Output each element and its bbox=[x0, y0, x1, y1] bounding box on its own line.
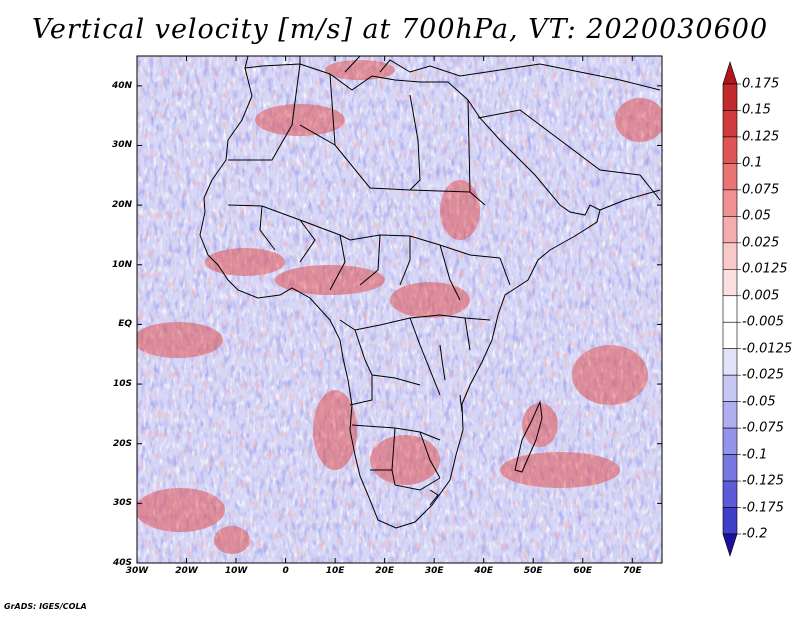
colorbar-swatch bbox=[722, 374, 738, 402]
map-title: Vertical velocity [m/s] at 700hPa, VT: 2… bbox=[31, 14, 769, 45]
colorbar-label: 0.175 bbox=[742, 76, 780, 92]
lon-label: 60E bbox=[573, 566, 593, 576]
grads-credit: GrADS: IGES/COLA bbox=[4, 602, 87, 611]
colorbar-swatch bbox=[722, 189, 738, 217]
lon-label: 10E bbox=[325, 566, 345, 576]
arabia-outline bbox=[477, 109, 661, 211]
updraft-texture bbox=[137, 56, 662, 563]
lat-label: 40N bbox=[111, 80, 132, 91]
lat-label: 10N bbox=[111, 259, 132, 270]
colorbar-label: -0.2 bbox=[742, 526, 768, 542]
colorbar-label: 0.15 bbox=[742, 102, 771, 118]
madagascar-outline bbox=[514, 400, 543, 473]
country-boundaries bbox=[199, 56, 661, 529]
colorbar-swatch bbox=[722, 401, 738, 429]
lon-label: 30W bbox=[125, 566, 149, 576]
colorbar-label: -0.025 bbox=[742, 367, 784, 383]
colorbar-swatch bbox=[722, 321, 738, 350]
colorbar-swatch bbox=[722, 136, 738, 164]
colorbar-label: -0.1 bbox=[742, 447, 768, 463]
lat-label: 10S bbox=[112, 379, 132, 390]
colorbar-swatch bbox=[722, 242, 738, 270]
axis-ticks bbox=[136, 56, 662, 564]
colorbar-label: 0.125 bbox=[742, 129, 780, 145]
lon-label: 0 bbox=[282, 566, 289, 576]
colorbar-swatch bbox=[722, 163, 738, 191]
colorbar-swatch bbox=[722, 295, 738, 323]
vertical-velocity-field bbox=[137, 56, 662, 563]
colorbar-label: 0.05 bbox=[742, 208, 771, 224]
europe-outline bbox=[244, 56, 661, 91]
colorbar-swatch bbox=[722, 427, 738, 455]
colorbar-swatch bbox=[722, 216, 738, 244]
colorbar-label: -0.0125 bbox=[742, 341, 793, 357]
borders-sahel bbox=[227, 204, 511, 301]
lat-label: 30S bbox=[112, 498, 132, 509]
colorbar-swatch bbox=[722, 480, 738, 508]
lon-label: 70E bbox=[622, 566, 642, 576]
colorbar-label: 0.005 bbox=[742, 288, 780, 304]
map-frame bbox=[136, 55, 663, 564]
lat-label: 20N bbox=[111, 200, 132, 211]
lon-label: 40E bbox=[474, 566, 494, 576]
lat-label: EQ bbox=[118, 319, 132, 330]
colorbar-swatch bbox=[722, 454, 738, 482]
colorbar-label: 0.075 bbox=[742, 182, 780, 198]
lon-label: 10W bbox=[224, 566, 248, 576]
colorbar-label: 0.1 bbox=[742, 155, 763, 171]
colorbar-swatch bbox=[722, 268, 738, 297]
colorbar-swatch bbox=[722, 110, 738, 138]
colorbar-label: -0.125 bbox=[742, 473, 784, 489]
lat-label: 20S bbox=[112, 438, 132, 449]
colorbar-swatch bbox=[722, 507, 738, 535]
colorbar-min-arrow bbox=[722, 533, 738, 557]
lon-label: 50E bbox=[523, 566, 543, 576]
borders-south bbox=[351, 424, 441, 506]
colorbar-label: -0.05 bbox=[742, 394, 776, 410]
colorbar-max-arrow bbox=[722, 61, 738, 85]
colorbar-swatch bbox=[722, 348, 738, 376]
colorbar-label: -0.005 bbox=[742, 314, 784, 330]
colorbar-label: -0.175 bbox=[742, 500, 784, 516]
africa-coastline bbox=[199, 63, 601, 529]
borders-north bbox=[228, 63, 486, 206]
borders-central bbox=[339, 314, 491, 406]
lake-outline bbox=[439, 344, 463, 413]
lat-label: 40S bbox=[112, 558, 132, 568]
colorbar-label: -0.075 bbox=[742, 420, 784, 436]
lon-label: 20E bbox=[375, 566, 394, 576]
colorbar-label: 0.025 bbox=[742, 235, 780, 251]
colorbar bbox=[722, 61, 741, 557]
lon-label: 20W bbox=[175, 566, 198, 576]
lon-label: 30E bbox=[424, 566, 444, 576]
colorbar-label: 0.0125 bbox=[742, 261, 788, 277]
colorbar-swatch bbox=[722, 83, 738, 111]
lat-label: 30N bbox=[111, 140, 132, 151]
